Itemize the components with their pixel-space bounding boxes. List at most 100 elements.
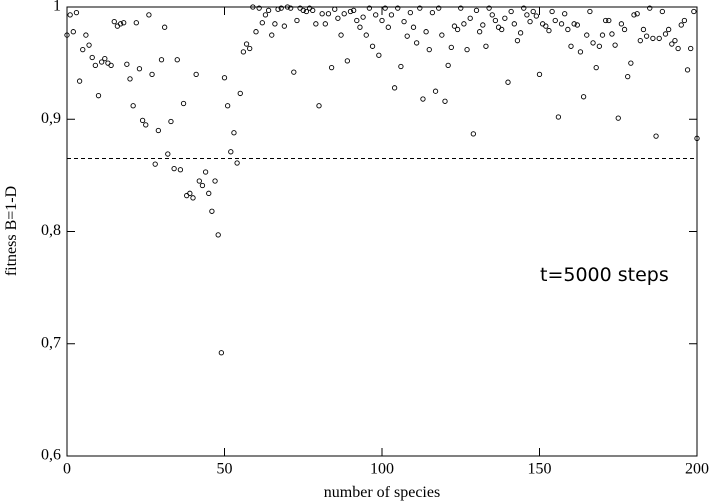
point bbox=[366, 5, 373, 11]
point bbox=[275, 6, 281, 12]
point bbox=[64, 32, 70, 38]
point bbox=[174, 57, 180, 63]
point bbox=[640, 26, 647, 33]
point bbox=[521, 5, 527, 11]
point bbox=[615, 115, 621, 121]
y-tick-label: 0,6 bbox=[41, 447, 61, 464]
point bbox=[571, 21, 577, 27]
point bbox=[401, 18, 407, 25]
point bbox=[555, 114, 562, 120]
x-tick-label: 0 bbox=[63, 461, 71, 478]
point bbox=[149, 71, 155, 78]
point bbox=[480, 22, 486, 28]
point bbox=[247, 45, 253, 52]
point bbox=[76, 78, 83, 84]
point bbox=[161, 24, 168, 30]
point bbox=[325, 11, 332, 17]
point bbox=[666, 26, 672, 33]
point bbox=[461, 21, 467, 27]
point bbox=[168, 118, 174, 125]
point bbox=[376, 52, 382, 58]
point bbox=[269, 32, 275, 38]
point bbox=[621, 26, 628, 33]
point bbox=[533, 13, 539, 19]
point bbox=[634, 11, 640, 17]
point bbox=[426, 47, 432, 53]
point bbox=[180, 100, 187, 107]
point bbox=[653, 133, 659, 139]
point bbox=[385, 24, 391, 30]
point bbox=[360, 14, 366, 20]
point bbox=[489, 12, 495, 18]
point bbox=[379, 17, 385, 24]
point bbox=[224, 103, 231, 109]
x-tick-label: 100 bbox=[370, 461, 394, 478]
point bbox=[413, 40, 420, 46]
point bbox=[165, 151, 171, 157]
point bbox=[281, 23, 287, 29]
point bbox=[637, 38, 643, 44]
point bbox=[407, 9, 413, 16]
point bbox=[618, 21, 625, 27]
point bbox=[344, 58, 350, 64]
point bbox=[458, 5, 464, 11]
point bbox=[625, 73, 631, 80]
point bbox=[527, 18, 533, 25]
point bbox=[139, 117, 146, 124]
point bbox=[228, 149, 234, 155]
point bbox=[464, 47, 470, 53]
point bbox=[130, 103, 136, 109]
point bbox=[303, 8, 310, 15]
point bbox=[152, 161, 158, 167]
point bbox=[278, 5, 284, 11]
point bbox=[234, 160, 240, 166]
point bbox=[417, 5, 423, 11]
point bbox=[382, 5, 388, 11]
point bbox=[108, 62, 114, 69]
point bbox=[584, 32, 590, 38]
point bbox=[577, 49, 584, 55]
point bbox=[445, 62, 451, 69]
point bbox=[596, 43, 602, 49]
point bbox=[423, 29, 429, 35]
point bbox=[117, 21, 124, 27]
point bbox=[454, 26, 461, 33]
point bbox=[404, 33, 410, 39]
point bbox=[580, 94, 587, 100]
x-axis-title: number of species bbox=[324, 484, 440, 501]
point bbox=[316, 103, 322, 109]
point bbox=[662, 31, 669, 37]
point bbox=[363, 32, 369, 38]
point bbox=[209, 208, 215, 214]
point bbox=[511, 21, 517, 27]
point bbox=[593, 64, 599, 71]
point bbox=[272, 21, 278, 27]
point bbox=[565, 26, 571, 33]
point bbox=[310, 7, 316, 14]
point bbox=[196, 178, 202, 184]
point bbox=[672, 38, 678, 44]
point bbox=[240, 49, 247, 55]
point bbox=[92, 62, 99, 69]
point bbox=[127, 76, 133, 82]
point bbox=[231, 130, 237, 136]
point bbox=[313, 21, 319, 27]
point bbox=[439, 32, 445, 38]
point bbox=[143, 122, 149, 128]
y-tick-label: 0,7 bbox=[41, 334, 61, 351]
point bbox=[483, 43, 489, 49]
point bbox=[612, 42, 618, 48]
point bbox=[590, 40, 596, 46]
annotation: t=5000 steps bbox=[540, 264, 669, 286]
point bbox=[357, 24, 363, 30]
y-tick-label: 1 bbox=[53, 0, 61, 15]
point bbox=[398, 63, 404, 70]
point bbox=[206, 190, 212, 196]
point bbox=[212, 178, 218, 184]
point bbox=[395, 5, 401, 11]
point bbox=[347, 8, 354, 15]
point bbox=[688, 45, 694, 52]
point bbox=[102, 55, 108, 62]
point bbox=[486, 5, 492, 11]
point bbox=[388, 12, 395, 18]
